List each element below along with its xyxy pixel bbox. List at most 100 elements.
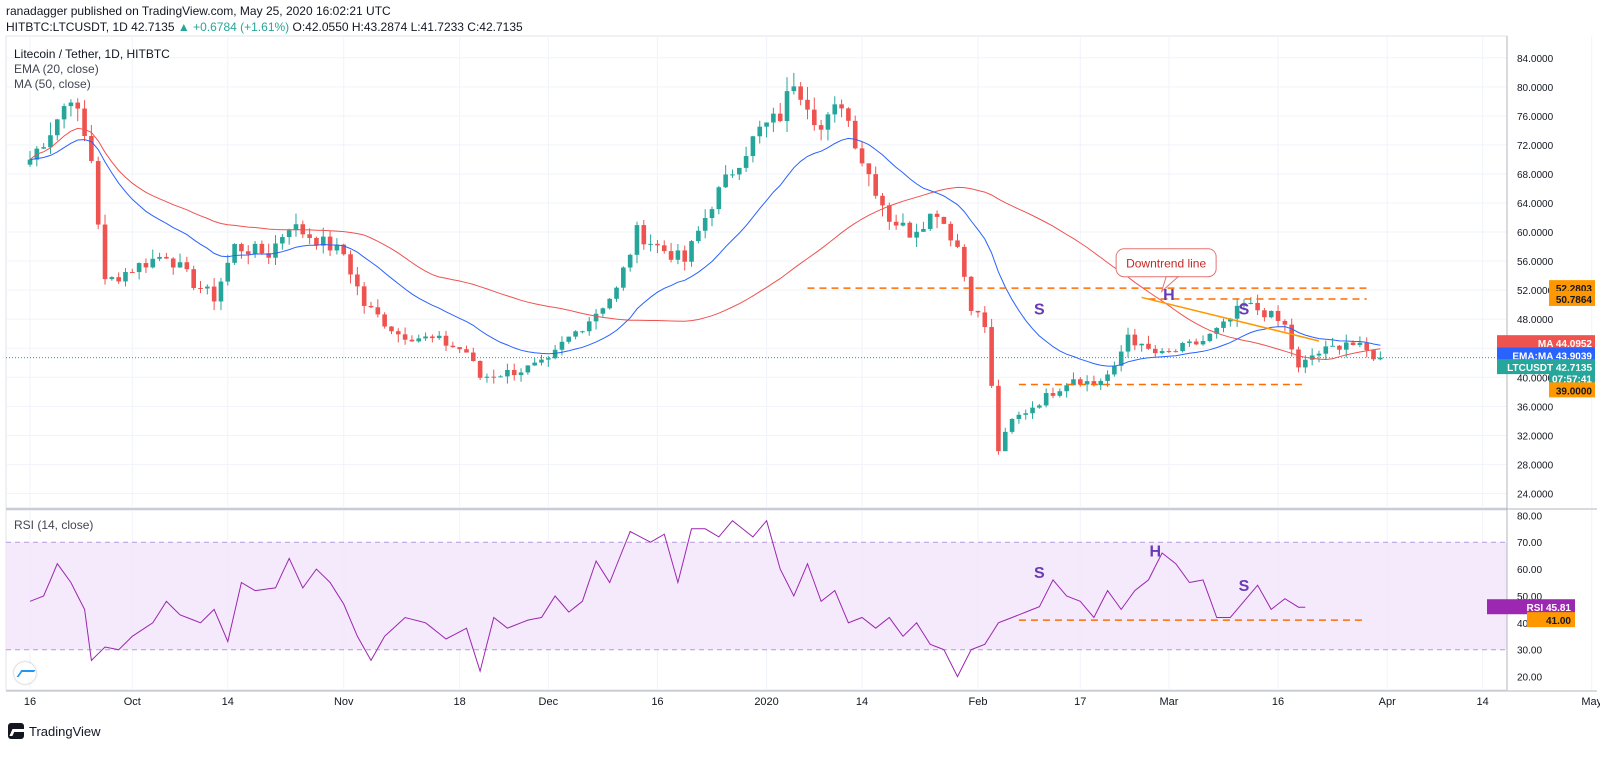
- candle-body: [805, 99, 810, 110]
- ema-study-label[interactable]: EMA (20, close): [14, 62, 99, 76]
- candle-body: [982, 312, 988, 328]
- rsi-tick-label: 80.00: [1517, 511, 1542, 522]
- price-tick-label: 52.0000: [1517, 286, 1554, 297]
- candle-body: [1207, 333, 1213, 342]
- candle-body: [1050, 393, 1056, 396]
- price-label-text: MA 44.0952: [1538, 339, 1593, 350]
- candle-body: [839, 104, 844, 109]
- candle-body: [900, 222, 906, 226]
- candle-body: [1037, 405, 1042, 408]
- candle-body: [975, 310, 981, 313]
- candle-body: [143, 263, 149, 268]
- candle-body: [696, 230, 701, 242]
- candle-body: [68, 102, 74, 107]
- candle-body: [491, 376, 497, 378]
- chart-annotations[interactable]: Downtrend line S H S S H S: [807, 248, 1367, 621]
- time-tick-label: Feb: [968, 696, 987, 708]
- candle-body: [1125, 334, 1131, 352]
- candle-body: [280, 237, 285, 244]
- candle-body: [464, 349, 469, 353]
- callout-text: Downtrend line: [1126, 257, 1206, 271]
- candle-body: [586, 321, 592, 332]
- candle-body: [211, 286, 217, 302]
- candle-body: [1146, 343, 1151, 349]
- candle-body: [955, 240, 960, 247]
- candle-body: [205, 286, 210, 289]
- price-tick-label: 32.0000: [1517, 431, 1554, 442]
- candle-body: [532, 362, 537, 366]
- candle-body: [859, 148, 865, 164]
- time-tick-label: Nov: [334, 696, 354, 708]
- candle-body: [27, 159, 33, 165]
- rsi-line-series: [29, 519, 1306, 678]
- rsi-tick-label: 30.00: [1517, 646, 1542, 657]
- price-label-text: 39.0000: [1556, 386, 1593, 397]
- candle-body: [812, 109, 817, 126]
- candle-body: [368, 305, 374, 308]
- candle-body: [1323, 346, 1329, 354]
- price-label-box: [1549, 290, 1595, 306]
- candle-body: [1200, 341, 1206, 345]
- candle-body: [423, 336, 428, 339]
- candle-body: [116, 277, 121, 282]
- rsi-study-label[interactable]: RSI (14, close): [14, 518, 94, 532]
- brand-footer[interactable]: TradingView: [8, 723, 101, 739]
- candle-body: [1378, 357, 1383, 360]
- candle-body: [1214, 327, 1219, 334]
- price-tick-label: 72.0000: [1517, 141, 1554, 152]
- time-tick-label: Mar: [1159, 696, 1178, 708]
- time-tick-label: May: [1581, 696, 1600, 708]
- candle-body: [661, 245, 667, 252]
- candle-body: [498, 376, 503, 378]
- rsi-tick-label: 20.00: [1517, 673, 1542, 684]
- rsi-pattern-label: S: [1034, 565, 1045, 582]
- candle-body: [546, 358, 551, 360]
- ma-study-label[interactable]: MA (50, close): [14, 77, 91, 91]
- tradingview-badge-icon[interactable]: [14, 662, 36, 684]
- pattern-label: S: [1034, 301, 1045, 318]
- candle-body: [341, 244, 347, 255]
- candle-body: [921, 228, 926, 232]
- candle-body: [1118, 351, 1124, 366]
- symbol-name: HITBTC:LTCUSDT, 1D: [6, 20, 128, 34]
- rsi-pattern-label: H: [1150, 543, 1162, 560]
- candle-body: [941, 216, 947, 224]
- candle-body: [757, 126, 763, 137]
- candlestick-series: [27, 72, 1383, 455]
- candle-body: [1173, 351, 1179, 353]
- downtrend-line[interactable]: [1141, 296, 1320, 342]
- rsi-value-box: [1487, 599, 1575, 615]
- candle-body: [1282, 320, 1288, 325]
- price-label-text: LTCUSDT 42.7135: [1507, 363, 1592, 374]
- candle-body: [552, 349, 558, 359]
- candle-body: [573, 331, 578, 337]
- main-price-grid: [5, 35, 1597, 510]
- candle-body: [1180, 343, 1185, 352]
- candle-body: [1228, 318, 1233, 322]
- candle-body: [709, 209, 715, 219]
- candle-body: [511, 369, 517, 376]
- time-tick-label: 17: [1074, 696, 1086, 708]
- candle-body: [1371, 350, 1376, 360]
- candle-body: [791, 86, 797, 92]
- candle-body: [54, 119, 60, 136]
- candle-body: [716, 187, 722, 210]
- price-change: ▲ +0.6784 (+1.61%): [177, 20, 290, 34]
- chart-title[interactable]: Litecoin / Tether, 1D, HITBTC: [14, 47, 170, 61]
- last-price: 42.7135: [131, 20, 175, 34]
- candle-body: [232, 244, 237, 263]
- candle-body: [1234, 305, 1240, 319]
- moving-average-lines: [6, 127, 1507, 367]
- candle-body: [539, 359, 544, 363]
- candle-body: [1071, 379, 1076, 386]
- candle-body: [1193, 341, 1199, 345]
- candle-body: [730, 174, 735, 176]
- time-axis[interactable]: 16 Oct 14 Nov 18 Dec 16 2020 14 Feb 17 Mar 16 Apr 14 Ma…: [6, 690, 1600, 708]
- candle-body: [852, 120, 858, 149]
- price-tick-label: 84.0000: [1517, 54, 1554, 65]
- price-label-text: EMA:MA 43.9039: [1512, 352, 1592, 363]
- price-label-box: [1497, 347, 1595, 363]
- price-tick-label: 24.0000: [1517, 489, 1554, 500]
- candle-body: [430, 336, 435, 339]
